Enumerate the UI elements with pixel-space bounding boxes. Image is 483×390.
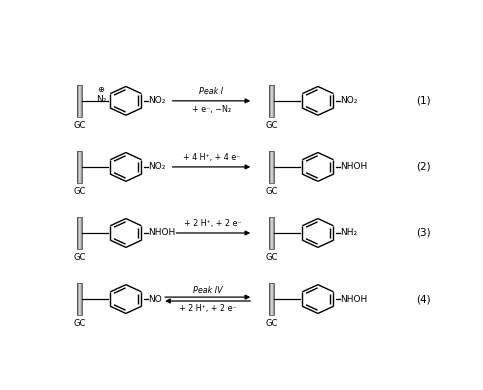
Text: GC: GC (266, 121, 278, 130)
Bar (270, 85, 274, 117)
Text: NHOH: NHOH (341, 162, 368, 172)
Text: NO₂: NO₂ (341, 96, 358, 105)
Text: N₂: N₂ (96, 95, 106, 104)
Text: NH₂: NH₂ (341, 229, 357, 238)
Text: NO₂: NO₂ (148, 162, 166, 172)
Text: NHOH: NHOH (341, 294, 368, 303)
Text: Peak I: Peak I (199, 87, 224, 96)
Text: ⊕: ⊕ (98, 85, 105, 94)
Text: + 2 H⁺, + 2 e⁻: + 2 H⁺, + 2 e⁻ (179, 303, 237, 312)
Bar (77, 85, 82, 117)
Text: GC: GC (73, 319, 86, 328)
Bar (270, 217, 274, 249)
Text: + e⁻, −N₂: + e⁻, −N₂ (192, 105, 231, 114)
Text: (2): (2) (416, 162, 431, 172)
Text: NHOH: NHOH (148, 229, 176, 238)
Text: (4): (4) (416, 294, 431, 304)
Text: GC: GC (266, 254, 278, 262)
Text: GC: GC (73, 254, 86, 262)
Text: + 4 H⁺, + 4 e⁻: + 4 H⁺, + 4 e⁻ (183, 153, 240, 162)
Text: GC: GC (266, 187, 278, 196)
Text: Peak IV: Peak IV (193, 285, 223, 294)
Text: (3): (3) (416, 228, 431, 238)
Bar (270, 283, 274, 315)
Text: GC: GC (73, 187, 86, 196)
Text: NO₂: NO₂ (148, 96, 166, 105)
Text: NO: NO (148, 294, 162, 303)
Bar (270, 151, 274, 183)
Bar (77, 283, 82, 315)
Bar (77, 151, 82, 183)
Text: (1): (1) (416, 96, 431, 106)
Bar (77, 217, 82, 249)
Text: GC: GC (266, 319, 278, 328)
Text: GC: GC (73, 121, 86, 130)
Text: + 2 H⁺, + 2 e⁻: + 2 H⁺, + 2 e⁻ (185, 220, 242, 229)
